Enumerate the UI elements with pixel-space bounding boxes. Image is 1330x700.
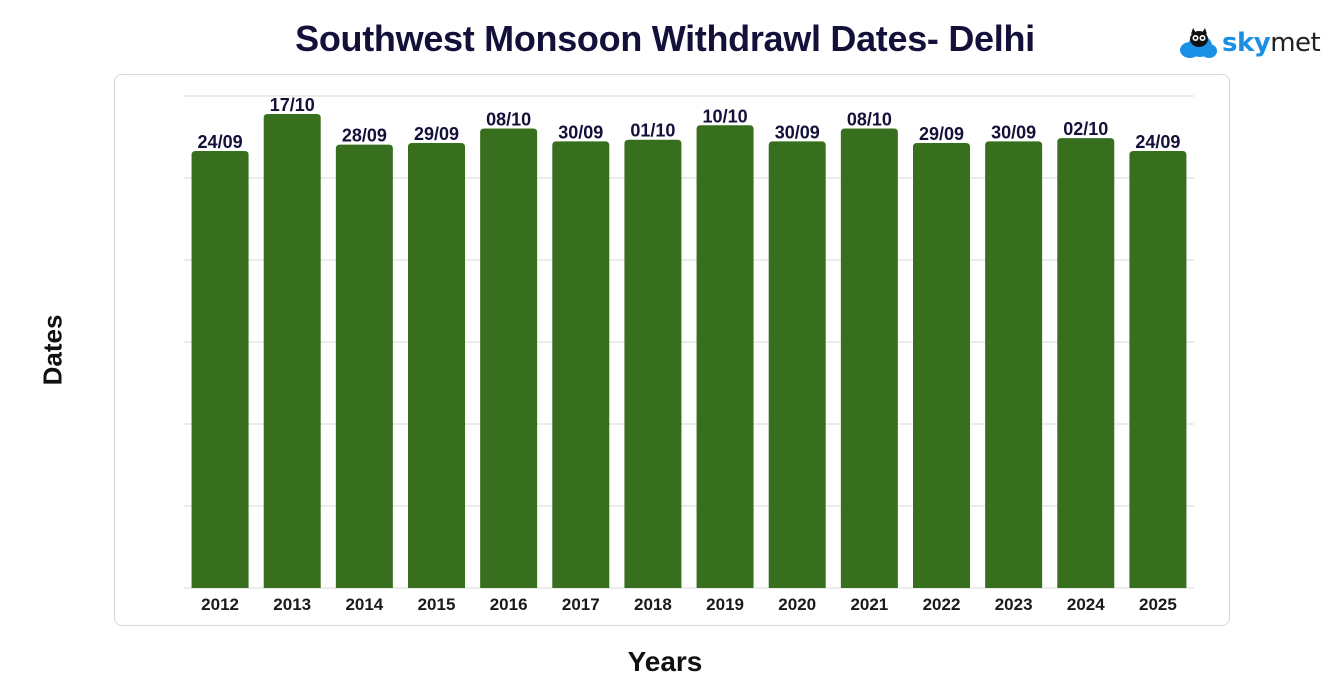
data-label-2013: 17/10: [270, 95, 315, 115]
logo-sky-text: sky: [1222, 28, 1271, 58]
data-label-2015: 29/09: [414, 124, 459, 144]
bar-2013: [263, 114, 321, 588]
data-label-2018: 01/10: [630, 121, 675, 141]
bar-2021: [840, 128, 898, 588]
x-tick-2023: 2023: [995, 595, 1033, 614]
x-tick-2025: 2025: [1139, 595, 1177, 614]
bar-2024: [1057, 138, 1115, 588]
bar-2014: [335, 144, 393, 588]
bar-2016: [480, 128, 538, 588]
x-axis-label: Years: [627, 646, 703, 677]
data-label-2022: 29/09: [919, 124, 964, 144]
x-tick-2020: 2020: [778, 595, 816, 614]
x-tick-2015: 2015: [418, 595, 456, 614]
bar-2018: [624, 139, 682, 588]
x-tick-2019: 2019: [706, 595, 744, 614]
bar-2020: [768, 141, 826, 588]
bar-2019: [696, 125, 754, 589]
x-tick-2014: 2014: [345, 595, 383, 614]
x-tick-2024: 2024: [1067, 595, 1105, 614]
skymet-logo: skymet: [1178, 26, 1321, 62]
chart-title: Southwest Monsoon Withdrawl Dates- Delhi: [295, 18, 1035, 59]
bar-2012: [191, 151, 249, 588]
bar-2022: [913, 142, 970, 588]
cloud-owl-icon: [1180, 28, 1217, 58]
x-tick-2022: 2022: [923, 595, 961, 614]
data-label-2021: 08/10: [847, 109, 892, 129]
data-label-2016: 08/10: [486, 109, 531, 129]
logo-met-text: met: [1270, 28, 1321, 58]
data-label-2024: 02/10: [1063, 119, 1108, 139]
logo-wordmark: skymet: [1222, 28, 1321, 58]
x-tick-2012: 2012: [201, 595, 239, 614]
x-tick-2018: 2018: [634, 595, 672, 614]
data-label-2023: 30/09: [991, 122, 1036, 142]
data-label-2025: 24/09: [1135, 132, 1180, 152]
x-tick-2021: 2021: [850, 595, 888, 614]
x-tick-2016: 2016: [490, 595, 528, 614]
data-label-2019: 10/10: [703, 106, 748, 126]
bar-2025: [1129, 151, 1187, 588]
bar-2023: [985, 141, 1043, 588]
data-label-2020: 30/09: [775, 122, 820, 142]
bar-2017: [552, 141, 610, 588]
x-tick-2017: 2017: [562, 595, 600, 614]
data-label-2012: 24/09: [198, 132, 243, 152]
bar-2015: [408, 142, 465, 588]
x-tick-2013: 2013: [273, 595, 311, 614]
data-label-2017: 30/09: [558, 122, 603, 142]
data-label-2014: 28/09: [342, 126, 387, 146]
